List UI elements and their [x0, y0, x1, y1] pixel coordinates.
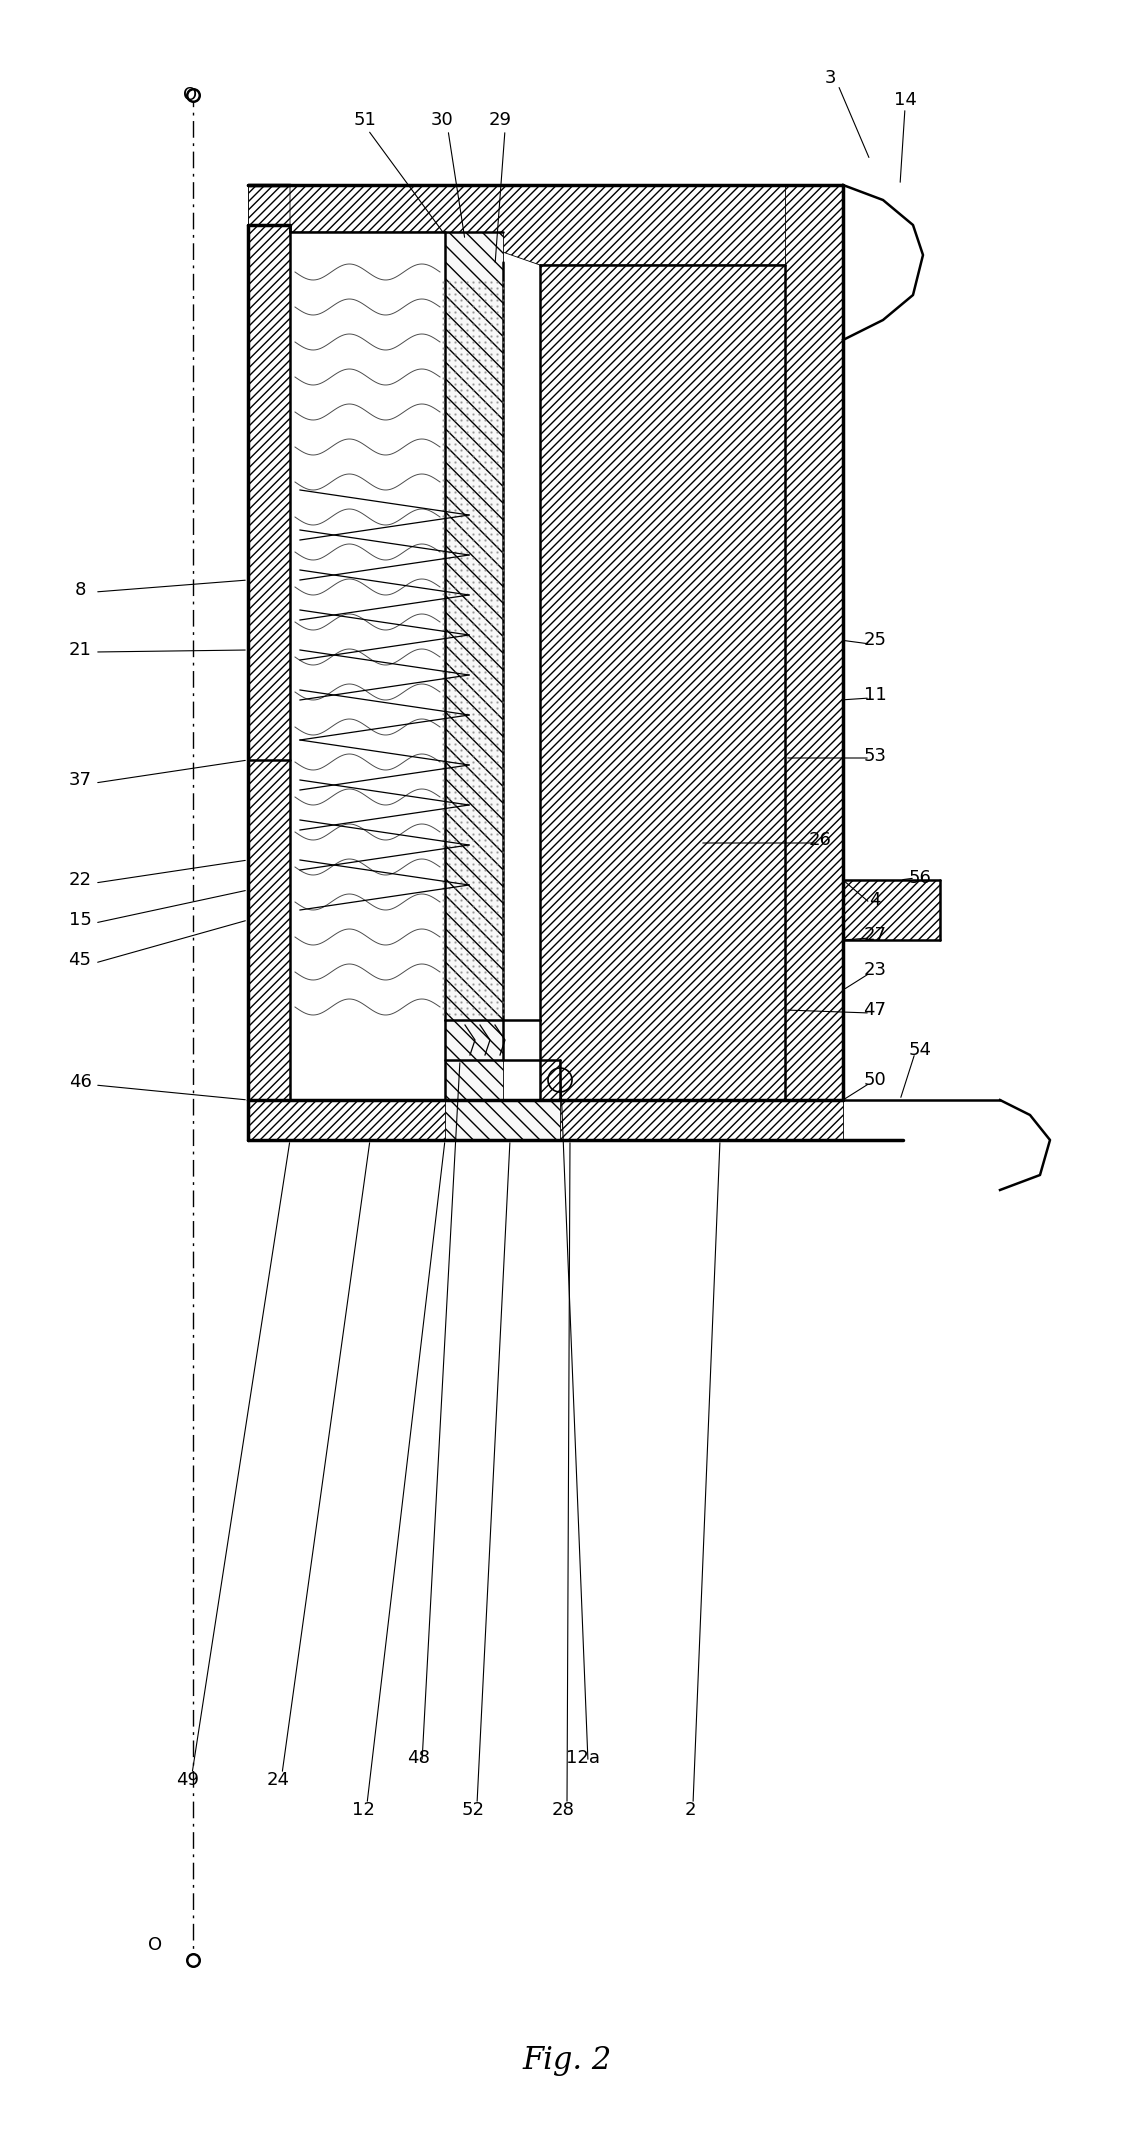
Polygon shape: [249, 1101, 843, 1140]
Polygon shape: [445, 231, 503, 1101]
Text: 22: 22: [68, 872, 92, 889]
Text: 24: 24: [267, 1771, 289, 1789]
Text: 21: 21: [68, 640, 92, 660]
Text: 15: 15: [68, 910, 92, 930]
Text: 51: 51: [354, 111, 377, 129]
Polygon shape: [249, 184, 291, 1101]
Polygon shape: [843, 880, 940, 940]
Text: 12: 12: [352, 1801, 375, 1819]
Text: 54: 54: [908, 1041, 932, 1058]
Text: 30: 30: [430, 111, 453, 129]
Text: 50: 50: [864, 1071, 886, 1088]
Text: 4: 4: [869, 891, 881, 908]
Text: 2: 2: [684, 1801, 696, 1819]
Text: O: O: [183, 86, 197, 105]
Polygon shape: [785, 184, 843, 1101]
Polygon shape: [291, 184, 843, 266]
Text: 3: 3: [824, 69, 835, 88]
Text: 56: 56: [908, 870, 932, 887]
Text: 23: 23: [864, 962, 886, 979]
Text: 27: 27: [864, 925, 886, 945]
Text: 37: 37: [68, 771, 92, 788]
Polygon shape: [540, 266, 785, 1101]
Text: 49: 49: [177, 1771, 200, 1789]
Text: 8: 8: [74, 580, 85, 600]
Text: 14: 14: [893, 90, 916, 109]
Text: 46: 46: [68, 1073, 92, 1090]
Text: 47: 47: [864, 1000, 886, 1020]
Text: 45: 45: [68, 951, 92, 968]
Text: 26: 26: [808, 831, 832, 848]
Polygon shape: [445, 1101, 560, 1140]
Text: 25: 25: [864, 632, 886, 649]
Text: O: O: [148, 1936, 162, 1954]
Text: 52: 52: [462, 1801, 485, 1819]
Text: 53: 53: [864, 748, 886, 765]
Text: 28: 28: [552, 1801, 574, 1819]
Text: 29: 29: [488, 111, 512, 129]
Text: Fig. 2: Fig. 2: [523, 2043, 612, 2076]
Text: 11: 11: [864, 685, 886, 705]
Polygon shape: [249, 184, 291, 225]
Text: 48: 48: [406, 1750, 429, 1767]
Text: 12a: 12a: [566, 1750, 600, 1767]
